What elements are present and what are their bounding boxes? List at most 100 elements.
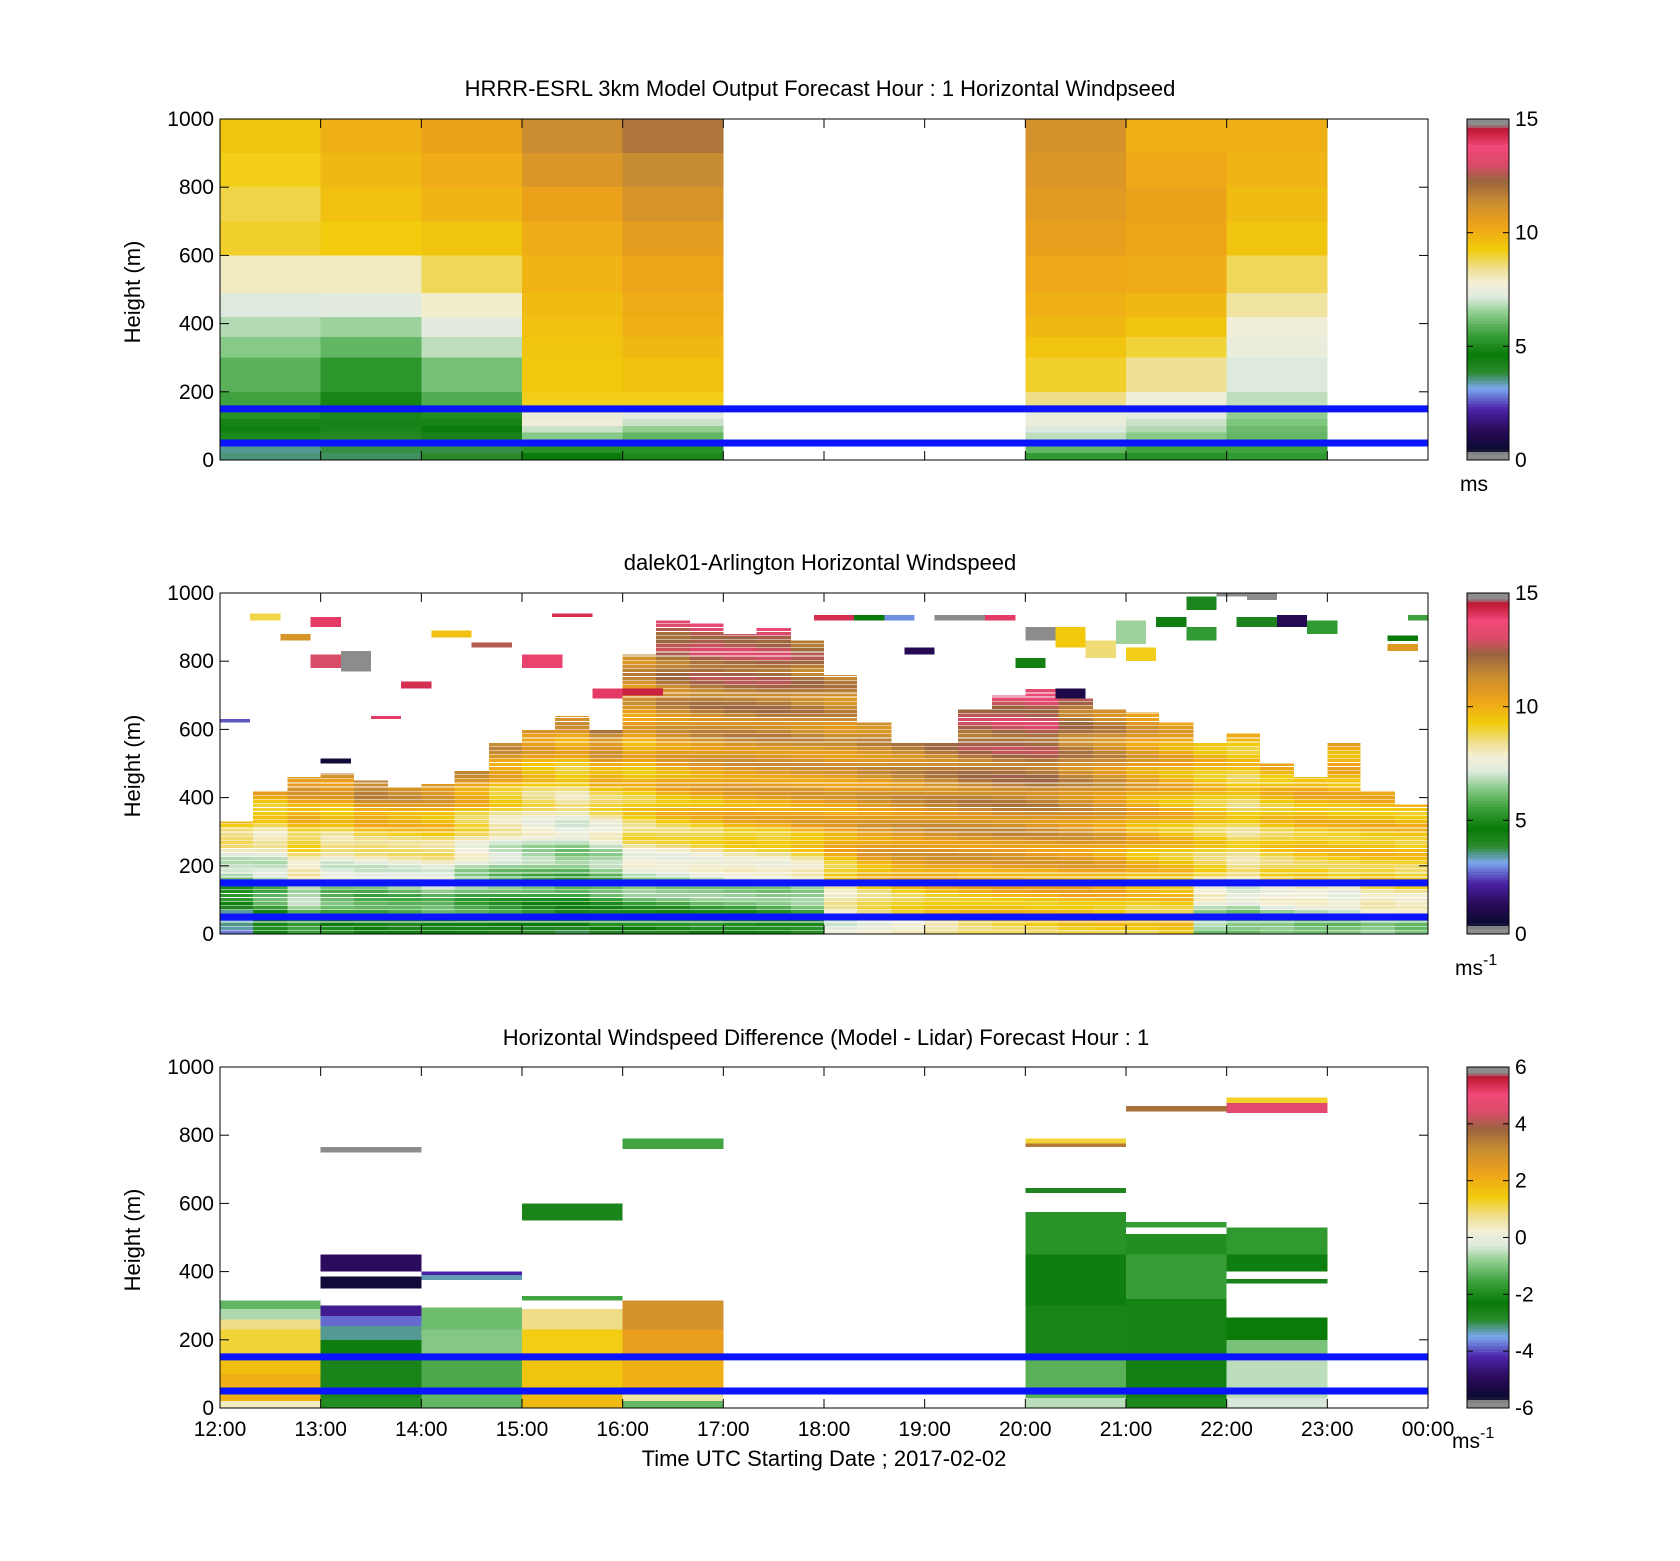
heatmap-cell bbox=[371, 715, 402, 720]
heatmap-cell bbox=[790, 922, 824, 926]
heatmap-cell bbox=[622, 856, 656, 861]
heatmap-cell bbox=[388, 807, 422, 812]
heatmap-cell bbox=[1025, 1143, 1126, 1148]
colorbar-segment bbox=[1467, 1390, 1509, 1395]
heatmap-cell bbox=[891, 832, 925, 836]
panel-2-title: dalek01-Arlington Horizontal Windspeed bbox=[624, 550, 1017, 575]
heatmap-cell bbox=[1387, 635, 1418, 641]
heatmap-cell bbox=[622, 1394, 724, 1402]
heatmap-cell bbox=[857, 811, 892, 816]
heatmap-cell bbox=[353, 926, 389, 930]
heatmap-cell bbox=[253, 877, 288, 881]
heatmap-cell bbox=[454, 906, 489, 910]
heatmap-cell bbox=[488, 844, 522, 849]
heatmap-cell bbox=[622, 807, 656, 812]
heatmap-cell bbox=[353, 910, 389, 914]
heatmap-cell bbox=[589, 836, 623, 840]
heatmap-cell bbox=[690, 680, 724, 685]
heatmap-cell bbox=[388, 926, 422, 930]
heatmap-cell bbox=[454, 848, 489, 853]
heatmap-cell bbox=[824, 795, 858, 799]
heatmap-cell bbox=[1226, 779, 1260, 783]
heatmap-cell bbox=[1259, 877, 1295, 881]
heatmap-cell bbox=[555, 844, 590, 849]
heatmap-cell bbox=[287, 820, 321, 824]
heatmap-cell bbox=[790, 758, 824, 763]
colorbar-segment bbox=[1467, 681, 1509, 685]
heatmap-cell bbox=[756, 680, 791, 685]
heatmap-cell bbox=[454, 824, 489, 828]
heatmap-cell bbox=[454, 856, 489, 861]
heatmap-cell bbox=[320, 906, 354, 910]
heatmap-cell bbox=[790, 897, 824, 902]
heatmap-cell bbox=[1025, 419, 1126, 426]
heatmap-cell bbox=[1058, 848, 1093, 853]
heatmap-cell bbox=[1126, 713, 1160, 718]
colorbar-segment bbox=[1467, 1371, 1509, 1375]
heatmap-cell bbox=[353, 780, 389, 783]
heatmap-cell bbox=[1327, 746, 1361, 750]
heatmap-cell bbox=[756, 787, 791, 791]
heatmap-cell bbox=[1327, 926, 1361, 930]
heatmap-cell bbox=[790, 644, 824, 648]
heatmap-cell bbox=[1058, 930, 1093, 934]
heatmap-cell bbox=[488, 861, 522, 865]
heatmap-cell bbox=[1193, 865, 1227, 869]
heatmap-cell bbox=[1058, 713, 1093, 718]
heatmap-cell bbox=[1025, 832, 1059, 836]
heatmap-cell bbox=[522, 848, 556, 853]
heatmap-cell bbox=[790, 811, 824, 816]
colorbar-segment bbox=[1467, 158, 1509, 163]
heatmap-cell bbox=[790, 738, 824, 742]
heatmap-cell bbox=[1360, 926, 1395, 930]
heatmap-cell bbox=[1394, 865, 1428, 869]
colorbar-segment bbox=[1467, 860, 1509, 864]
heatmap-cell bbox=[1327, 824, 1361, 828]
heatmap-cell bbox=[1327, 775, 1361, 779]
heatmap-cell bbox=[1159, 856, 1194, 861]
heatmap-cell bbox=[957, 828, 993, 832]
heatmap-cell bbox=[924, 889, 958, 894]
heatmap-cell bbox=[891, 910, 925, 914]
heatmap-cell bbox=[320, 897, 354, 902]
heatmap-cell bbox=[723, 713, 757, 718]
heatmap-cell bbox=[756, 783, 791, 787]
heatmap-cell bbox=[1394, 804, 1428, 808]
heatmap-cell bbox=[1226, 901, 1260, 906]
colorbar-segment bbox=[1467, 1194, 1509, 1199]
heatmap-cell bbox=[957, 873, 993, 877]
heatmap-cell bbox=[723, 930, 757, 934]
heatmap-cell bbox=[1126, 795, 1160, 799]
heatmap-cell bbox=[690, 640, 724, 644]
heatmap-cell bbox=[622, 705, 656, 709]
heatmap-cell bbox=[655, 730, 691, 734]
heatmap-cell bbox=[1226, 832, 1260, 836]
heatmap-cell bbox=[320, 873, 354, 877]
heatmap-cell bbox=[589, 824, 623, 828]
x-tick-label: 13:00 bbox=[294, 1418, 347, 1441]
heatmap-cell bbox=[622, 754, 656, 759]
heatmap-cell bbox=[421, 922, 455, 926]
heatmap-cell bbox=[1126, 412, 1227, 420]
heatmap-cell bbox=[813, 615, 855, 621]
heatmap-cell bbox=[622, 795, 656, 799]
colorbar-segment bbox=[1467, 1086, 1509, 1091]
heatmap-cell bbox=[790, 730, 824, 734]
heatmap-cell bbox=[220, 836, 254, 840]
colorbar-tick-label: 4 bbox=[1515, 1113, 1527, 1136]
colorbar-segment bbox=[1467, 737, 1509, 742]
heatmap-cell bbox=[589, 779, 623, 783]
heatmap-cell bbox=[1159, 725, 1194, 730]
heatmap-cell bbox=[421, 419, 522, 426]
heatmap-cell bbox=[1058, 779, 1093, 783]
heatmap-cell bbox=[1126, 1106, 1227, 1112]
heatmap-cell bbox=[1193, 856, 1227, 861]
heatmap-cell bbox=[1277, 615, 1308, 628]
heatmap-cell bbox=[1327, 901, 1361, 906]
heatmap-cell bbox=[622, 446, 724, 454]
heatmap-cell bbox=[790, 820, 824, 824]
colorbar-segment bbox=[1467, 1362, 1509, 1366]
heatmap-cell bbox=[1327, 910, 1361, 914]
heatmap-cell bbox=[1058, 901, 1093, 906]
heatmap-cell bbox=[622, 893, 656, 898]
